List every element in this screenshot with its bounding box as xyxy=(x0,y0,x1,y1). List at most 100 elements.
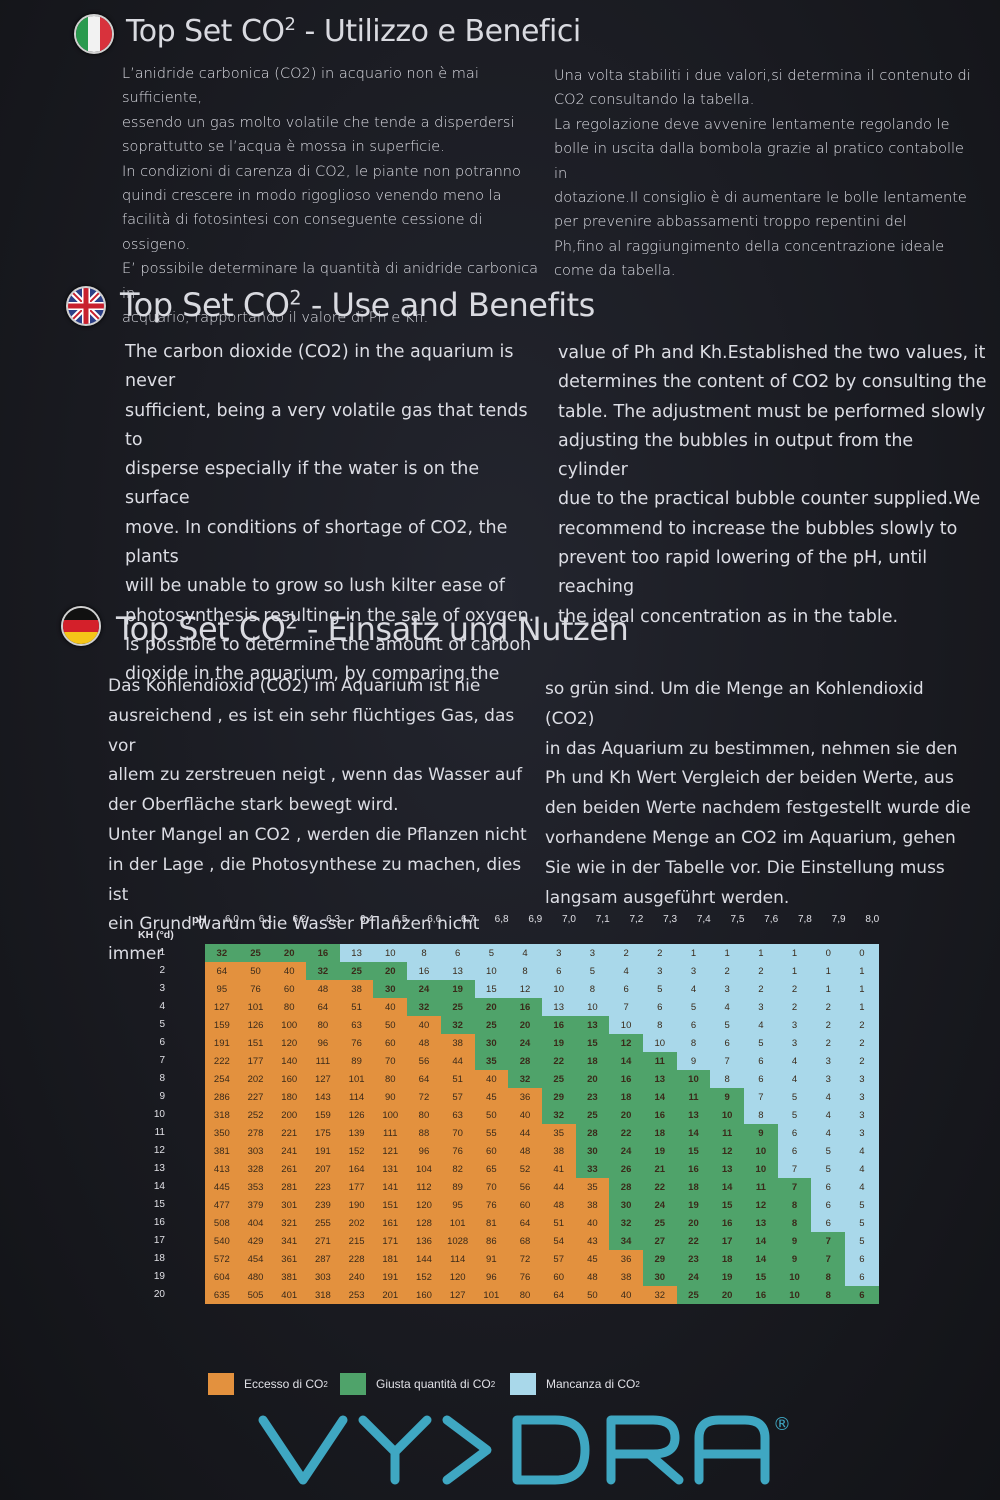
table-cell: 80 xyxy=(373,1070,408,1088)
table-cell: 35 xyxy=(541,1124,576,1142)
kh-label: 15 xyxy=(153,1199,165,1210)
table-cell: 64 xyxy=(508,1214,542,1232)
legend-lack: Mancanza di CO 2 xyxy=(510,1372,640,1396)
table-row: 286 227 180 143 114 90 72 57 45 36 29 23 18 14 11 9 7 5 4 3 xyxy=(205,1088,879,1106)
body-text-en-left: The carbon dioxide (CO2) in the aquarium… xyxy=(125,342,535,685)
table-cell: 16 xyxy=(676,1160,711,1178)
body-text-de-right: so grün sind. Um die Menge an Kohlendiox… xyxy=(545,679,971,908)
table-cell: 10 xyxy=(676,1070,711,1088)
table-cell: 2 xyxy=(811,1016,846,1034)
ph-header: 6,8 xyxy=(494,914,509,925)
table-cell: 11 xyxy=(744,1178,778,1196)
table-cell: 29 xyxy=(642,1250,677,1268)
table-cell: 286 xyxy=(205,1088,239,1106)
table-cell: 5 xyxy=(777,1088,812,1106)
table-row: 540 429 341 271 215 171 136 1028 86 68 54 43 34 27 22 1… xyxy=(205,1232,879,1250)
table-cell: 5 xyxy=(845,1232,879,1250)
table-row: 381 303 241 191 152 121 96 76 60 48 38 30 24 19 15 12 10… xyxy=(205,1142,879,1160)
table-cell: 32 xyxy=(508,1070,542,1088)
table-row: 413 328 261 207 164 131 104 82 65 52 41 33 26 21 16 13 1… xyxy=(205,1160,879,1178)
table-cell: 38 xyxy=(339,980,374,998)
table-cell: 25 xyxy=(676,1286,711,1304)
table-cell: 261 xyxy=(272,1160,307,1178)
table-cell: 18 xyxy=(575,1052,610,1070)
kh-label: 10 xyxy=(153,1109,165,1120)
table-cell: 572 xyxy=(205,1250,239,1268)
table-cell: 32 xyxy=(205,944,239,962)
table-cell: 127 xyxy=(205,998,239,1016)
table-cell: 16 xyxy=(744,1286,778,1304)
table-cell: 9 xyxy=(777,1232,812,1250)
table-cell: 104 xyxy=(407,1160,441,1178)
table-cell: 32 xyxy=(306,962,340,980)
table-cell: 3 xyxy=(541,944,576,962)
table-cell: 190 xyxy=(339,1196,374,1214)
ph-header: 7,9 xyxy=(831,914,846,925)
table-cell: 120 xyxy=(440,1268,475,1286)
table-cell: 177 xyxy=(339,1178,374,1196)
table-cell: 91 xyxy=(474,1250,509,1268)
ph-header: 7,1 xyxy=(595,914,610,925)
table-cell: 10 xyxy=(541,980,576,998)
table-cell: 68 xyxy=(508,1232,542,1250)
table-cell: 57 xyxy=(440,1088,475,1106)
table-cell: 101 xyxy=(238,998,273,1016)
ph-header: 7,6 xyxy=(764,914,779,925)
table-cell: 48 xyxy=(407,1034,441,1052)
table-cell: 23 xyxy=(575,1088,610,1106)
table-cell: 16 xyxy=(508,998,542,1016)
table-cell: 161 xyxy=(373,1214,408,1232)
table-cell: 16 xyxy=(306,944,340,962)
table-cell: 202 xyxy=(339,1214,374,1232)
table-cell: 24 xyxy=(609,1142,643,1160)
table-cell: 8 xyxy=(777,1196,812,1214)
kh-axis-label: KH (°d) xyxy=(138,929,174,941)
table-cell: 3 xyxy=(744,998,778,1016)
table-cell: 413 xyxy=(205,1160,239,1178)
table-cell: 54 xyxy=(541,1232,576,1250)
table-cell: 4 xyxy=(845,1142,879,1160)
table-cell: 80 xyxy=(407,1106,441,1124)
kh-label: 8 xyxy=(159,1073,165,1084)
table-cell: 131 xyxy=(373,1160,408,1178)
table-cell: 52 xyxy=(508,1160,542,1178)
table-cell: 48 xyxy=(306,980,340,998)
table-cell: 41 xyxy=(541,1160,576,1178)
table-cell: 30 xyxy=(373,980,408,998)
table-cell: 34 xyxy=(609,1232,643,1250)
table-cell: 241 xyxy=(272,1142,307,1160)
table-cell: 240 xyxy=(339,1268,374,1286)
table-cell: 14 xyxy=(710,1178,744,1196)
legend-label-lack: Mancanza di CO xyxy=(546,1377,636,1391)
table-cell: 318 xyxy=(306,1286,340,1304)
ph-header: 7,0 xyxy=(562,914,576,925)
table-cell: 271 xyxy=(306,1232,340,1250)
table-cell: 2 xyxy=(642,944,677,962)
table-cell: 303 xyxy=(238,1142,273,1160)
table-cell: 5 xyxy=(845,1214,879,1232)
table-cell: 1 xyxy=(811,962,846,980)
table-cell: 381 xyxy=(272,1268,307,1286)
table-cell: 3 xyxy=(710,980,744,998)
table-cell: 4 xyxy=(710,998,744,1016)
table-cell: 86 xyxy=(474,1232,509,1250)
table-cell: 1 xyxy=(777,962,812,980)
table-cell: 14 xyxy=(642,1088,677,1106)
table-cell: 76 xyxy=(339,1034,374,1052)
table-cell: 11 xyxy=(710,1124,744,1142)
table-cell: 252 xyxy=(238,1106,273,1124)
table-cell: 81 xyxy=(474,1214,509,1232)
table-cell: 508 xyxy=(205,1214,239,1232)
table-cell: 114 xyxy=(339,1088,374,1106)
table-cell: 22 xyxy=(541,1052,576,1070)
kh-label: 3 xyxy=(159,983,165,994)
table-cell: 2 xyxy=(744,962,778,980)
kh-label: 19 xyxy=(153,1271,165,1282)
body-text-it-left: L’anidride carbonica (CO2) in acquario n… xyxy=(122,66,538,327)
table-cell: 239 xyxy=(306,1196,340,1214)
table-cell: 76 xyxy=(440,1142,475,1160)
table-cell: 126 xyxy=(339,1106,374,1124)
table-cell: 15 xyxy=(744,1268,778,1286)
table-cell: 201 xyxy=(373,1286,408,1304)
table-cell: 112 xyxy=(407,1178,441,1196)
